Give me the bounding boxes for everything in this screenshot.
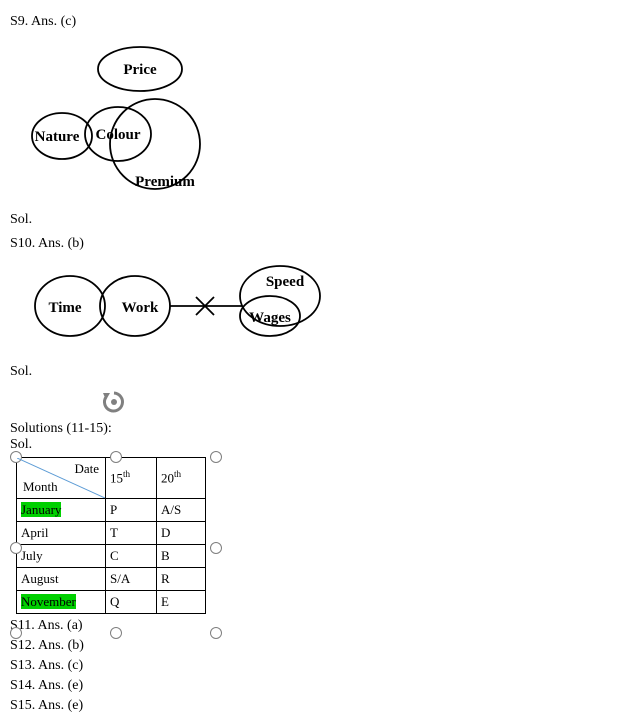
venn2-wages-label: Wages <box>249 310 291 326</box>
selection-handle[interactable] <box>210 451 222 463</box>
table-row: July C B <box>17 545 206 568</box>
cell-c1: P <box>106 499 157 522</box>
table-header-row: Date Month 15th 20th <box>17 458 206 499</box>
venn2-speed-label: Speed <box>266 274 305 290</box>
answer-s11: S11. Ans. (a) <box>10 618 627 634</box>
selection-handle[interactable] <box>110 627 122 639</box>
venn2-time-label: Time <box>48 300 81 316</box>
venn1-nature-label: Nature <box>35 129 80 145</box>
selection-handle[interactable] <box>110 451 122 463</box>
cell-month: April <box>17 522 106 545</box>
cell-month: November <box>17 591 106 614</box>
cell-month: August <box>17 568 106 591</box>
cell-c2: A/S <box>157 499 206 522</box>
sol-label-1: Sol. <box>10 212 627 228</box>
venn1-colour-label: Colour <box>96 127 141 143</box>
table-header-month-date: Date Month <box>17 458 106 499</box>
header-col-15th: 15th <box>106 458 157 499</box>
table-row: April T D <box>17 522 206 545</box>
selection-handle[interactable] <box>210 542 222 554</box>
header-col-20th: 20th <box>157 458 206 499</box>
answer-s14: S14. Ans. (e) <box>10 678 627 694</box>
rotate-handle-icon[interactable] <box>100 388 128 416</box>
cell-c2: R <box>157 568 206 591</box>
venn2-work-label: Work <box>122 300 159 316</box>
answer-s9: S9. Ans. (c) <box>10 14 627 30</box>
selection-handle[interactable] <box>10 542 22 554</box>
venn-diagram-1: Price Nature Premium Colour <box>10 34 250 204</box>
cell-c1: C <box>106 545 157 568</box>
solutions-table: Date Month 15th 20th January P A/S April… <box>16 457 206 614</box>
header-month-label: Month <box>23 479 58 495</box>
answer-s12: S12. Ans. (b) <box>10 638 627 654</box>
venn-diagram-2: Time Work Speed Wages <box>10 256 340 356</box>
solutions-table-wrap: Date Month 15th 20th January P A/S April… <box>10 457 627 614</box>
table-row: November Q E <box>17 591 206 614</box>
sol-label-2: Sol. <box>10 364 627 380</box>
sol-label-3: Sol. <box>10 437 627 453</box>
selection-handle[interactable] <box>10 627 22 639</box>
selection-handle[interactable] <box>210 627 222 639</box>
cell-month: July <box>17 545 106 568</box>
cell-c2: B <box>157 545 206 568</box>
cell-c1: T <box>106 522 157 545</box>
table-row: August S/A R <box>17 568 206 591</box>
venn1-price-label: Price <box>123 62 157 78</box>
answer-s15: S15. Ans. (e) <box>10 698 627 714</box>
solutions-range: Solutions (11-15): <box>10 421 627 437</box>
cell-month: January <box>17 499 106 522</box>
table-row: January P A/S <box>17 499 206 522</box>
cell-c1: S/A <box>106 568 157 591</box>
cell-c2: E <box>157 591 206 614</box>
cell-c2: D <box>157 522 206 545</box>
header-date-label: Date <box>74 461 99 477</box>
answer-s10: S10. Ans. (b) <box>10 236 627 252</box>
cell-c1: Q <box>106 591 157 614</box>
venn1-premium-label: Premium <box>135 174 195 190</box>
answer-s13: S13. Ans. (c) <box>10 658 627 674</box>
